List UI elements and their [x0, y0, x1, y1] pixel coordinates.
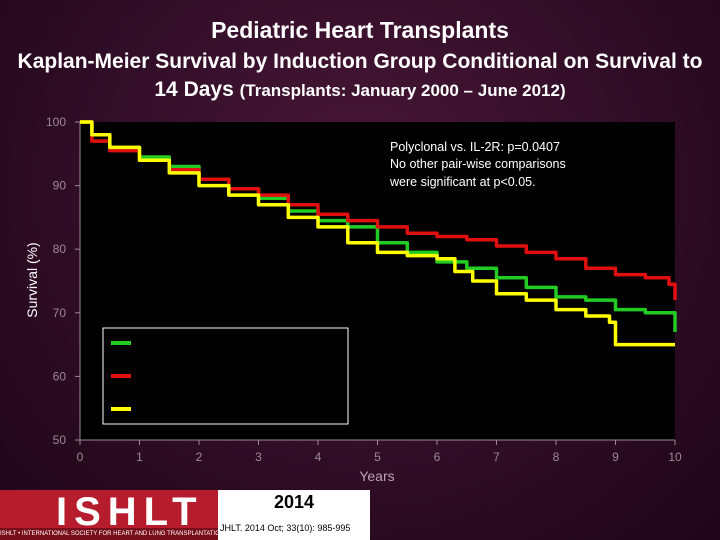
x-tick-label: 1 — [136, 450, 143, 464]
x-tick-label: 4 — [315, 450, 322, 464]
chart-legend — [111, 341, 131, 411]
footer-citation-box: 2014 JHLT. 2014 Oct; 33(10): 985-995 — [218, 490, 370, 540]
annotation-line-3: were significant at p<0.05. — [389, 175, 536, 189]
page-subtitle: Kaplan-Meier Survival by Induction Group… — [10, 48, 710, 105]
x-tick-label: 7 — [493, 450, 500, 464]
y-tick-label: 50 — [53, 433, 67, 447]
logo-text: ISHLT — [56, 490, 204, 534]
y-tick-label: 60 — [53, 369, 67, 383]
subtitle-date-range: (Transplants: January 2000 – June 2012) — [239, 81, 566, 100]
y-tick-label: 80 — [53, 242, 67, 256]
x-axis-label: Years — [359, 468, 394, 484]
chart-series — [80, 120, 677, 347]
x-tick-label: 8 — [553, 450, 560, 464]
page-title: Pediatric Heart Transplants — [211, 17, 509, 43]
series-line-3 — [80, 120, 675, 347]
ishlt-logo: ISHLT ISHLT • INTERNATIONAL SOCIETY FOR … — [0, 490, 218, 540]
footer-year: 2014 — [273, 492, 315, 512]
annotation-line-1: Polyclonal vs. IL-2R: p=0.0407 — [390, 140, 560, 154]
footer-citation: JHLT. 2014 Oct; 33(10): 985-995 — [220, 523, 351, 533]
x-tick-label: 5 — [374, 450, 381, 464]
legend-box — [102, 327, 349, 425]
y-axis-label: Survival (%) — [24, 242, 40, 317]
logo-tagline: ISHLT • INTERNATIONAL SOCIETY FOR HEART … — [0, 528, 218, 540]
annotation-line-2: No other pair-wise comparisons — [390, 157, 566, 171]
y-tick-label: 90 — [53, 179, 67, 193]
y-tick-label: 70 — [53, 306, 67, 320]
x-tick-label: 2 — [196, 450, 203, 464]
x-tick-label: 0 — [77, 450, 84, 464]
x-tick-label: 6 — [434, 450, 441, 464]
subtitle-main: Kaplan-Meier Survival by Induction Group… — [17, 50, 703, 101]
x-tick-label: 10 — [668, 450, 682, 464]
x-tick-label: 9 — [612, 450, 619, 464]
x-tick-label: 3 — [255, 450, 262, 464]
y-tick-label: 100 — [46, 115, 66, 129]
